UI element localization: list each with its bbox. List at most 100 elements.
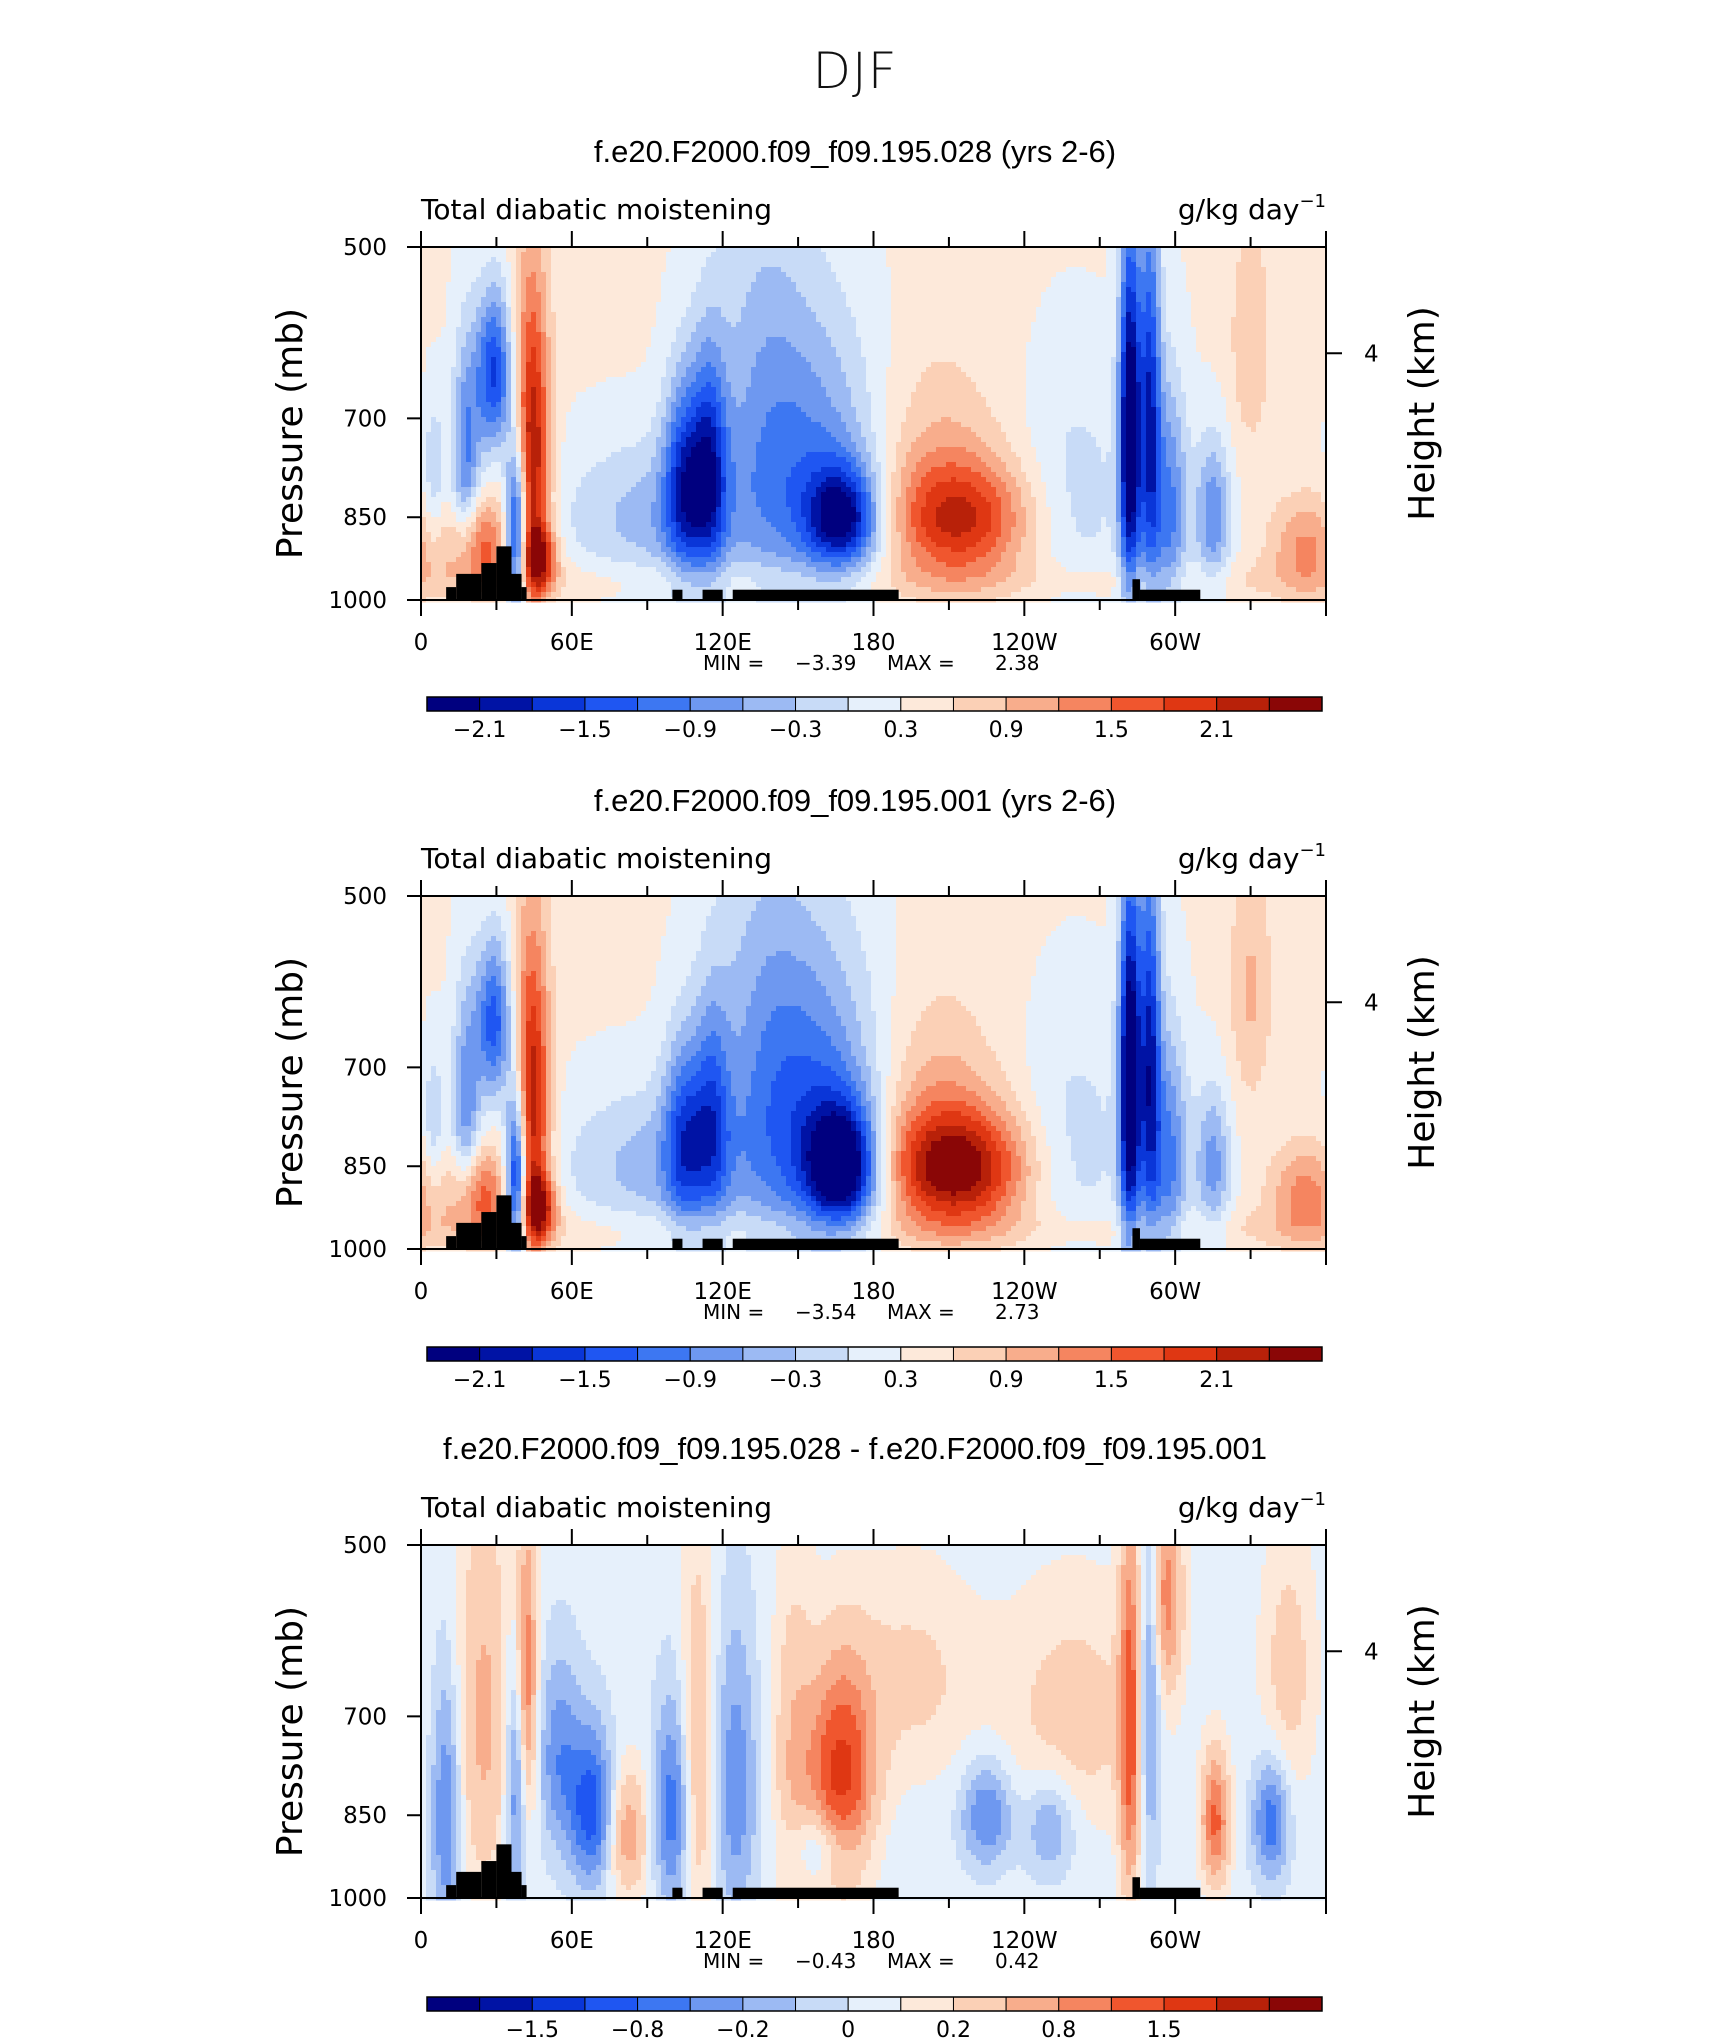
ytick-label-1: 700 bbox=[343, 1055, 387, 1081]
colorbar-swatch-10 bbox=[953, 697, 1006, 711]
colorbar: −2.1 −1.5 −0.9 −0.3 0.3 0.9 1.5 2.1 bbox=[427, 1347, 1322, 1393]
ytick-label-2: 850 bbox=[343, 1803, 387, 1829]
units-label: g/kg day−1 bbox=[1178, 840, 1326, 875]
topo-block-6 bbox=[672, 1239, 682, 1249]
topo-block-4 bbox=[512, 1872, 522, 1898]
colorbar-swatch-2 bbox=[532, 697, 585, 711]
topo-block-4 bbox=[512, 574, 522, 600]
xtick-label-5: 60W bbox=[1149, 1279, 1201, 1305]
colorbar-swatch-11 bbox=[1006, 1347, 1059, 1361]
topo-block-5 bbox=[522, 587, 527, 600]
colorbar-swatch-7 bbox=[796, 1997, 849, 2011]
topo-block-9 bbox=[1132, 1228, 1140, 1249]
ytick-label-3: 1000 bbox=[328, 1237, 387, 1263]
topo-block-8 bbox=[733, 590, 899, 600]
colorbar-swatch-12 bbox=[1059, 1347, 1112, 1361]
colorbar-swatch-2 bbox=[532, 1347, 585, 1361]
ytick-label-2: 850 bbox=[343, 1154, 387, 1180]
colorbar-swatch-8 bbox=[848, 1997, 901, 2011]
min-value: −0.43 bbox=[795, 1949, 856, 1973]
colorbar-swatch-16 bbox=[1269, 1997, 1322, 2011]
xtick-label-0: 0 bbox=[414, 1928, 429, 1954]
xtick-label-5: 60W bbox=[1149, 1928, 1201, 1954]
max-value: 2.73 bbox=[995, 1300, 1040, 1324]
colorbar-swatch-4 bbox=[638, 1347, 691, 1361]
xtick-label-1: 60E bbox=[550, 630, 594, 656]
topo-block-8 bbox=[733, 1888, 899, 1898]
colorbar-swatch-3 bbox=[585, 697, 638, 711]
min-label: MIN = bbox=[703, 651, 764, 675]
colorbar-label-3: −0.3 bbox=[769, 718, 822, 743]
ytick-label-0: 500 bbox=[343, 884, 387, 910]
ytick-label-0: 500 bbox=[343, 1533, 387, 1559]
colorbar-swatch-1 bbox=[480, 1997, 533, 2011]
colorbar-label-3: −0.3 bbox=[769, 1368, 822, 1393]
colorbar-swatch-6 bbox=[743, 697, 796, 711]
contour-field bbox=[421, 247, 1327, 603]
topo-block-1 bbox=[456, 574, 481, 600]
topo-block-7 bbox=[703, 590, 723, 600]
colorbar-label-7: 2.1 bbox=[1199, 1368, 1234, 1393]
colorbar-swatch-13 bbox=[1111, 1347, 1164, 1361]
max-label: MAX = bbox=[887, 1300, 955, 1324]
panel-title: f.e20.F2000.f09_f09.195.028 - f.e20.F200… bbox=[443, 1431, 1267, 1466]
y-axis-title: Pressure (mb) bbox=[270, 308, 311, 559]
colorbar-swatch-0 bbox=[427, 1997, 480, 2011]
contour-field bbox=[421, 896, 1327, 1252]
colorbar-swatch-13 bbox=[1111, 1997, 1164, 2011]
max-label: MAX = bbox=[887, 651, 955, 675]
colorbar-swatch-10 bbox=[953, 1347, 1006, 1361]
colorbar-swatch-15 bbox=[1217, 1347, 1270, 1361]
colorbar-label-4: 0.3 bbox=[883, 1368, 918, 1393]
topo-block-9 bbox=[1132, 1877, 1140, 1898]
colorbar-swatch-6 bbox=[743, 1347, 796, 1361]
colorbar-swatch-9 bbox=[901, 697, 954, 711]
colorbar-swatch-9 bbox=[901, 1997, 954, 2011]
xtick-label-0: 0 bbox=[414, 1279, 429, 1305]
panel-2: f.e20.F2000.f09_f09.195.001 (yrs 2-6) Tot… bbox=[270, 783, 1443, 1393]
colorbar-swatch-11 bbox=[1006, 1997, 1059, 2011]
colorbar-label-6: 1.5 bbox=[1147, 2018, 1182, 2038]
ytick-label-3: 1000 bbox=[328, 588, 387, 614]
colorbar-label-4: 0.3 bbox=[883, 718, 918, 743]
colorbar-swatch-3 bbox=[585, 1347, 638, 1361]
topo-block-3 bbox=[496, 1195, 511, 1249]
topo-block-0 bbox=[446, 1885, 456, 1898]
topo-block-2 bbox=[481, 1212, 496, 1249]
topo-block-7 bbox=[703, 1888, 723, 1898]
topo-block-3 bbox=[496, 546, 511, 600]
min-value: −3.54 bbox=[795, 1300, 856, 1324]
colorbar-label-1: −0.8 bbox=[611, 2018, 664, 2038]
topo-block-10 bbox=[1140, 1239, 1200, 1249]
colorbar-swatch-0 bbox=[427, 1347, 480, 1361]
panel-title: f.e20.F2000.f09_f09.195.001 (yrs 2-6) bbox=[594, 783, 1116, 818]
colorbar-label-2: −0.2 bbox=[716, 2018, 769, 2038]
colorbar-swatch-15 bbox=[1217, 697, 1270, 711]
right-tick-label: 4 bbox=[1364, 990, 1379, 1016]
colorbar-swatch-2 bbox=[532, 1997, 585, 2011]
colorbar-swatch-3 bbox=[585, 1997, 638, 2011]
colorbar-swatch-5 bbox=[690, 1997, 743, 2011]
y-axis-title: Pressure (mb) bbox=[270, 1606, 311, 1857]
contour-field bbox=[421, 1545, 1327, 1901]
xtick-label-1: 60E bbox=[550, 1928, 594, 1954]
colorbar-swatch-12 bbox=[1059, 1997, 1112, 2011]
colorbar-swatch-16 bbox=[1269, 697, 1322, 711]
y-axis-title: Pressure (mb) bbox=[270, 957, 311, 1208]
colorbar-swatch-4 bbox=[638, 697, 691, 711]
colorbar-label-1: −1.5 bbox=[558, 1368, 611, 1393]
topo-block-5 bbox=[522, 1885, 527, 1898]
colorbar-label-0: −1.5 bbox=[506, 2018, 559, 2038]
colorbar-swatch-5 bbox=[690, 697, 743, 711]
topo-block-6 bbox=[672, 1888, 682, 1898]
colorbar-swatch-8 bbox=[848, 697, 901, 711]
topo-block-5 bbox=[522, 1236, 527, 1249]
units-label: g/kg day−1 bbox=[1178, 1489, 1326, 1524]
topo-block-2 bbox=[481, 563, 496, 600]
variable-label: Total diabatic moistening bbox=[420, 1491, 772, 1524]
min-value: −3.39 bbox=[795, 651, 856, 675]
ytick-label-3: 1000 bbox=[328, 1886, 387, 1912]
xtick-label-1: 60E bbox=[550, 1279, 594, 1305]
variable-label: Total diabatic moistening bbox=[420, 842, 772, 875]
